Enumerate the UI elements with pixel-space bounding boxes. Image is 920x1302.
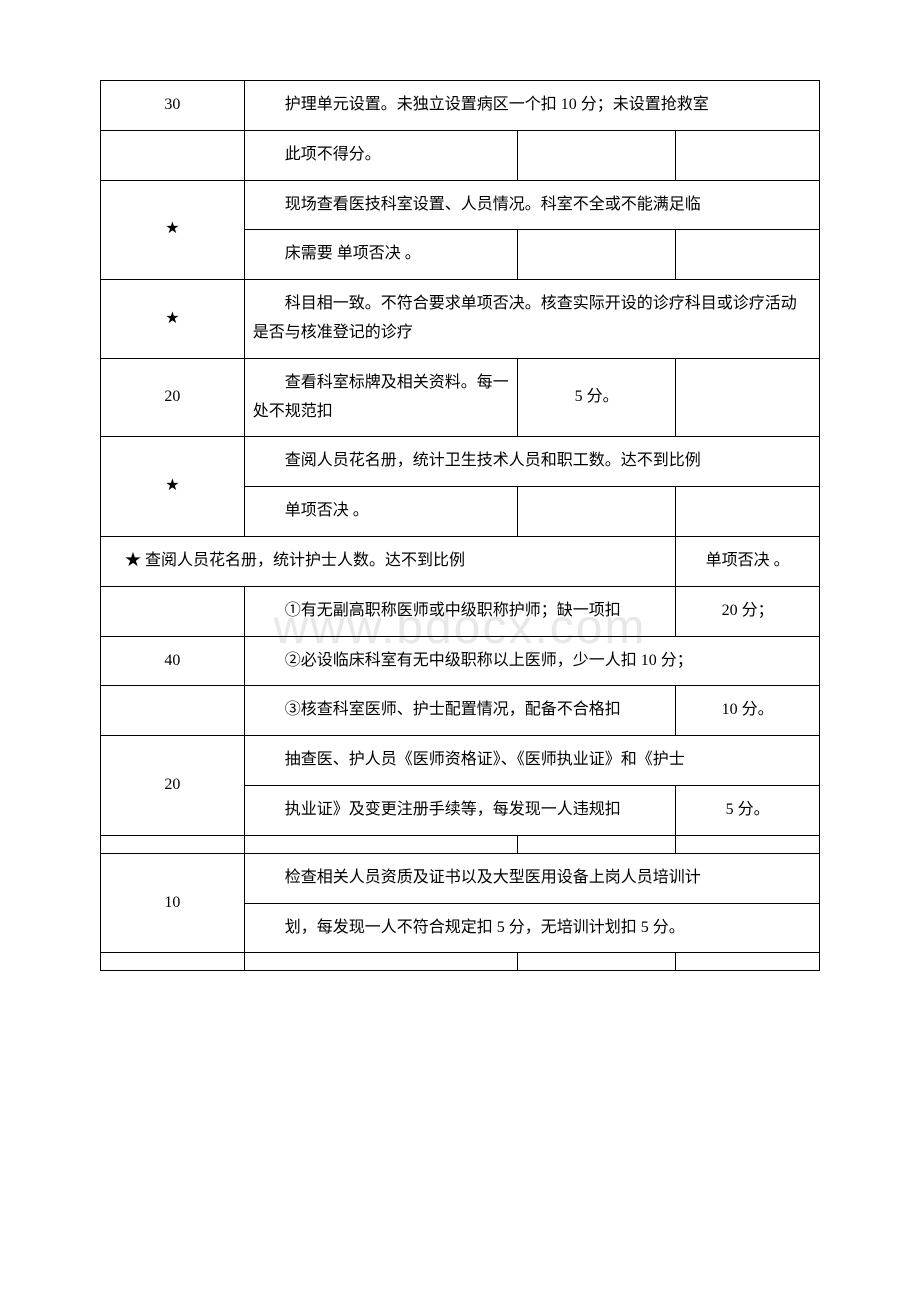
empty-cell <box>676 487 820 537</box>
content-cell: 10 分。 <box>676 686 820 736</box>
table-row: 40 ②必设临床科室有无中级职称以上医师，少一人扣 10 分； <box>101 636 820 686</box>
empty-cell <box>518 230 676 280</box>
empty-cell <box>518 953 676 971</box>
table-row: ①有无副高职称医师或中级职称护师；缺一项扣 20 分； <box>101 586 820 636</box>
content-cell: 单项否决 。 <box>676 536 820 586</box>
table-row: ★ 查阅人员花名册，统计护士人数。达不到比例 单项否决 。 <box>101 536 820 586</box>
empty-cell <box>101 586 245 636</box>
empty-cell <box>244 953 517 971</box>
content-cell: 5 分。 <box>518 358 676 437</box>
content-cell: 5 分。 <box>676 785 820 835</box>
star-cell: ★ <box>101 280 245 359</box>
score-cell: 30 <box>101 81 245 131</box>
star-cell: ★ <box>101 437 245 537</box>
content-cell: ★ 查阅人员花名册，统计护士人数。达不到比例 <box>101 536 676 586</box>
content-cell: 查看科室标牌及相关资料。每一处不规范扣 <box>244 358 517 437</box>
table-row <box>101 953 820 971</box>
content-cell: 现场查看医技科室设置、人员情况。科室不全或不能满足临 <box>244 180 819 230</box>
table-row <box>101 835 820 853</box>
content-cell: 检查相关人员资质及证书以及大型医用设备上岗人员培训计 <box>244 853 819 903</box>
content-cell: 划，每发现一人不符合规定扣 5 分，无培训计划扣 5 分。 <box>244 903 819 953</box>
content-cell: 科目相一致。不符合要求单项否决。核查实际开设的诊疗科目或诊疗活动是否与核准登记的… <box>244 280 819 359</box>
score-cell: 10 <box>101 853 245 953</box>
empty-cell <box>676 230 820 280</box>
empty-cell <box>518 487 676 537</box>
empty-cell <box>101 953 245 971</box>
content-cell: 单项否决 。 <box>244 487 517 537</box>
content-cell: 查阅人员花名册，统计卫生技术人员和职工数。达不到比例 <box>244 437 819 487</box>
content-cell: ③核查科室医师、护士配置情况，配备不合格扣 <box>244 686 675 736</box>
score-cell: 20 <box>101 736 245 836</box>
table-row: ★ 查阅人员花名册，统计卫生技术人员和职工数。达不到比例 <box>101 437 820 487</box>
empty-cell <box>518 835 676 853</box>
empty-cell <box>676 835 820 853</box>
table-row: 30 护理单元设置。未独立设置病区一个扣 10 分；未设置抢救室 <box>101 81 820 131</box>
empty-cell <box>676 130 820 180</box>
content-cell: 20 分； <box>676 586 820 636</box>
evaluation-table: 30 护理单元设置。未独立设置病区一个扣 10 分；未设置抢救室 此项不得分。 … <box>100 80 820 971</box>
table-row: ★ 现场查看医技科室设置、人员情况。科室不全或不能满足临 <box>101 180 820 230</box>
table-row: 20 抽查医、护人员《医师资格证》、《医师执业证》和《护士 <box>101 736 820 786</box>
table-row: 此项不得分。 <box>101 130 820 180</box>
empty-cell <box>518 130 676 180</box>
empty-cell <box>101 835 245 853</box>
content-cell: 此项不得分。 <box>244 130 517 180</box>
empty-cell <box>101 130 245 180</box>
table-row: 20 查看科室标牌及相关资料。每一处不规范扣 5 分。 <box>101 358 820 437</box>
empty-cell <box>101 686 245 736</box>
table-row: ③核查科室医师、护士配置情况，配备不合格扣 10 分。 <box>101 686 820 736</box>
content-cell: 护理单元设置。未独立设置病区一个扣 10 分；未设置抢救室 <box>244 81 819 131</box>
content-cell: 床需要 单项否决 。 <box>244 230 517 280</box>
star-cell: ★ <box>101 180 245 280</box>
table-row: 10 检查相关人员资质及证书以及大型医用设备上岗人员培训计 <box>101 853 820 903</box>
score-cell: 40 <box>101 636 245 686</box>
content-cell: ①有无副高职称医师或中级职称护师；缺一项扣 <box>244 586 675 636</box>
score-cell: 20 <box>101 358 245 437</box>
empty-cell <box>676 358 820 437</box>
content-cell: 执业证》及变更注册手续等，每发现一人违规扣 <box>244 785 675 835</box>
content-cell: ②必设临床科室有无中级职称以上医师，少一人扣 10 分； <box>244 636 819 686</box>
content-cell: 抽查医、护人员《医师资格证》、《医师执业证》和《护士 <box>244 736 819 786</box>
empty-cell <box>244 835 517 853</box>
empty-cell <box>676 953 820 971</box>
table-row: ★ 科目相一致。不符合要求单项否决。核查实际开设的诊疗科目或诊疗活动是否与核准登… <box>101 280 820 359</box>
